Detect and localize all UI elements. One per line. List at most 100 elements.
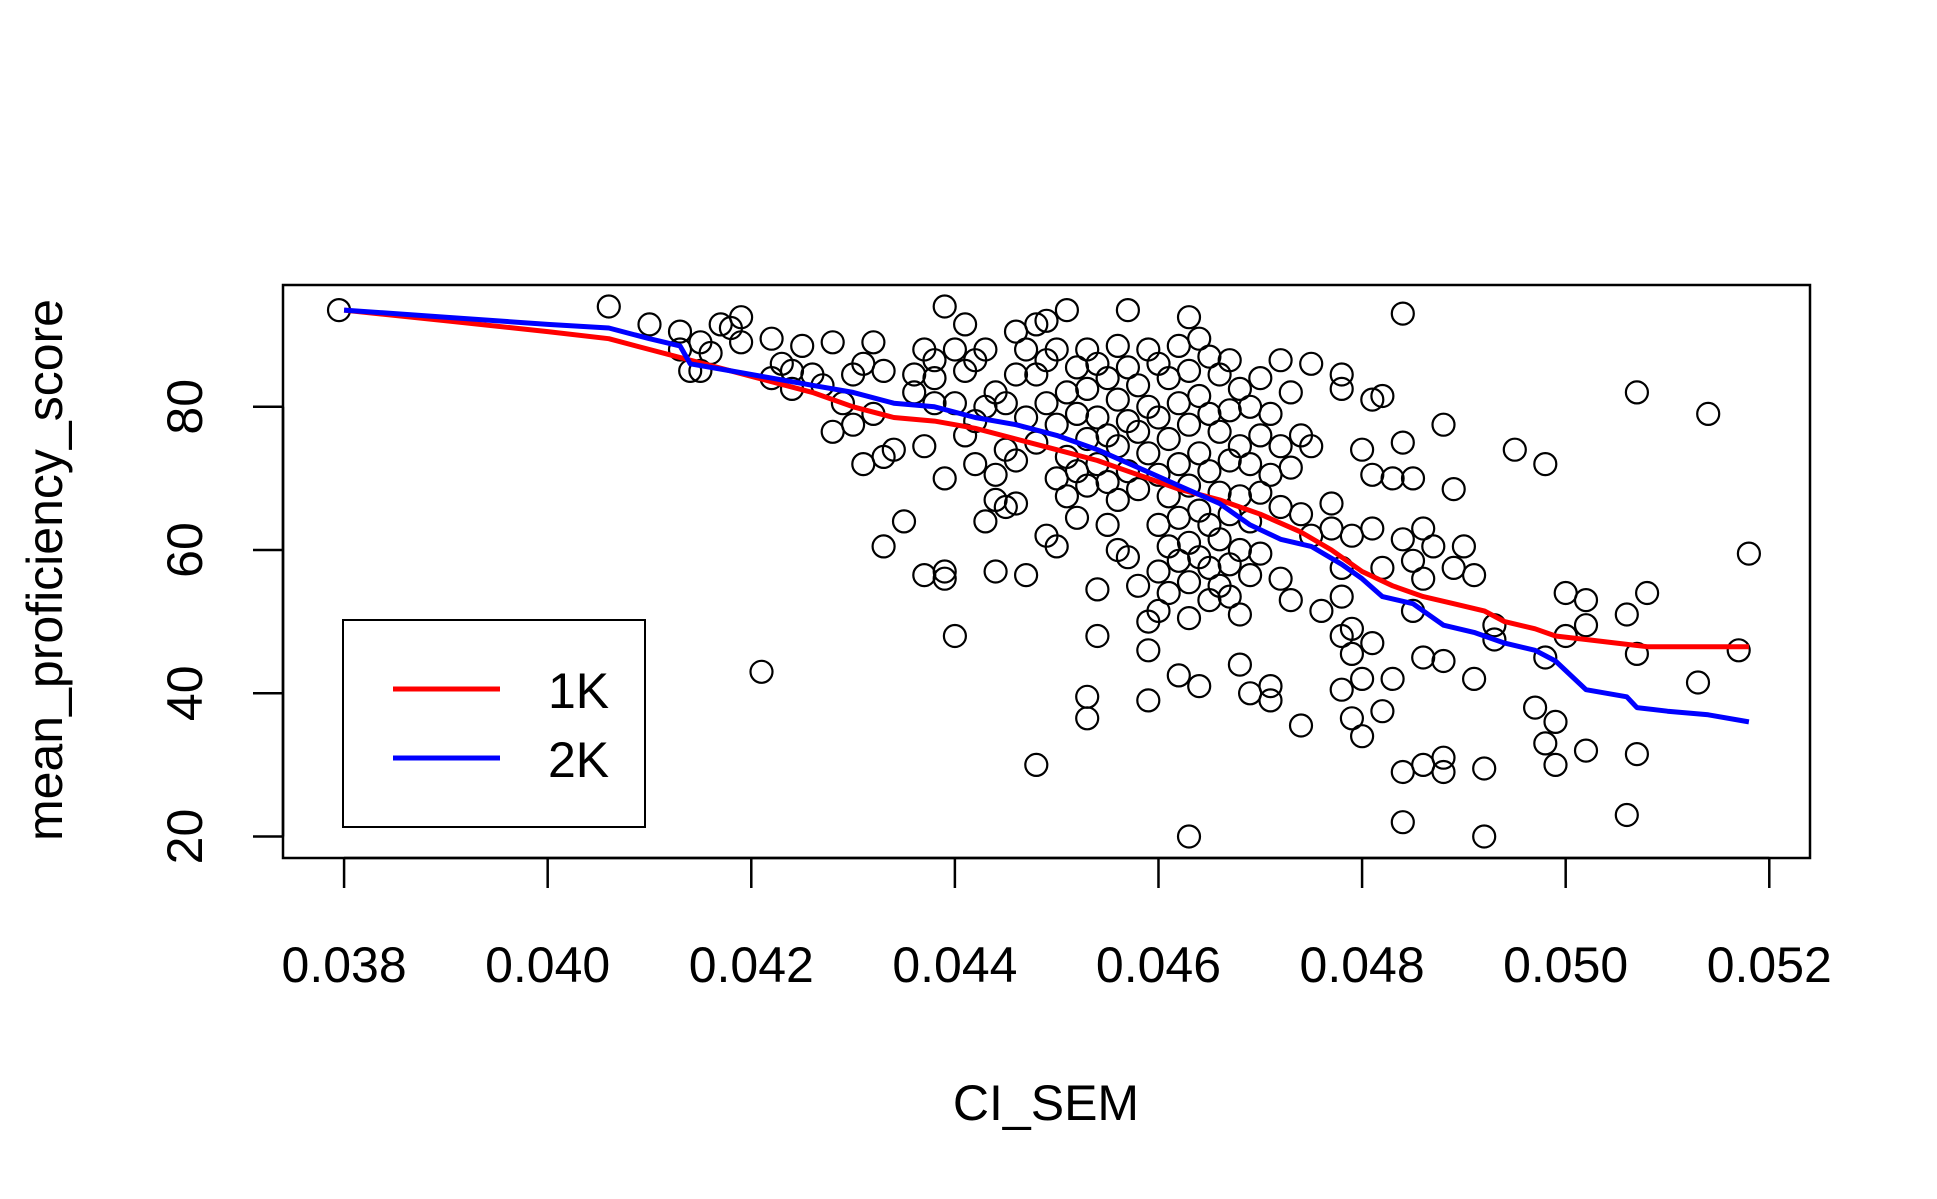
data-point	[1349, 724, 1375, 749]
x-tick-label: 0.052	[1707, 937, 1832, 993]
data-point	[871, 534, 896, 559]
data-point	[1431, 745, 1456, 770]
data-point	[1278, 455, 1303, 480]
data-point	[1115, 459, 1141, 484]
x-tick-label: 0.046	[1096, 937, 1221, 993]
data-point	[1726, 638, 1751, 663]
data-point	[1380, 666, 1405, 692]
data-point	[1268, 348, 1293, 373]
data-point	[1736, 541, 1762, 566]
data-point	[1136, 638, 1161, 663]
data-point	[1543, 709, 1568, 735]
data-point	[1421, 534, 1446, 559]
smoothed-lines	[343, 307, 1750, 725]
data-point	[1207, 527, 1232, 552]
data-point	[840, 412, 866, 437]
data-point	[1339, 706, 1365, 731]
data-point	[932, 566, 957, 591]
data-point	[1248, 541, 1273, 566]
data-point	[1085, 577, 1110, 602]
data-point	[1237, 452, 1263, 477]
data-point	[1237, 562, 1263, 588]
data-point	[932, 466, 957, 491]
data-point	[759, 326, 784, 351]
data-point	[973, 337, 998, 362]
data-point	[1146, 559, 1171, 584]
data-point	[1075, 706, 1100, 731]
data-point	[942, 623, 968, 649]
data-point	[1095, 366, 1120, 391]
data-point	[1248, 366, 1273, 391]
x-axis: 0.038 0.040 0.042 0.044 0.046 0.048 0.050 0.052	[282, 856, 1832, 993]
data-point	[1095, 512, 1120, 538]
data-point	[993, 391, 1018, 416]
x-tick-label: 0.050	[1503, 937, 1628, 993]
data-point	[1624, 741, 1650, 767]
data-point	[922, 391, 947, 416]
data-point	[973, 509, 998, 534]
data-point	[1044, 534, 1069, 559]
data-point	[1258, 688, 1283, 713]
data-point	[1451, 534, 1477, 559]
legend: 1K 2K	[342, 619, 646, 828]
data-point	[1472, 824, 1497, 849]
x-tick-label: 0.048	[1300, 937, 1425, 993]
data-point	[993, 494, 1018, 520]
data-point	[1329, 584, 1354, 609]
data-point	[1105, 487, 1130, 512]
data-point	[1115, 298, 1141, 323]
data-point	[1136, 441, 1161, 466]
data-point	[1370, 383, 1395, 409]
y-tick-label: 40	[157, 665, 213, 721]
data-point	[1227, 602, 1253, 627]
x-tick-label: 0.042	[689, 937, 814, 993]
legend-box	[342, 619, 646, 828]
data-point	[1319, 491, 1344, 516]
data-point	[1187, 673, 1212, 699]
data-point	[1299, 434, 1324, 459]
data-point	[1054, 484, 1080, 509]
data-point	[1329, 362, 1354, 387]
data-point	[1013, 337, 1039, 362]
data-point	[861, 330, 886, 355]
data-point	[1013, 562, 1039, 588]
data-point	[932, 294, 957, 319]
data-point	[1329, 677, 1354, 702]
data-point	[1573, 587, 1599, 613]
x-tick-label: 0.038	[282, 937, 407, 993]
data-point	[1624, 380, 1650, 405]
data-point	[1003, 362, 1029, 387]
data-point	[1258, 401, 1283, 426]
data-point	[1543, 752, 1568, 778]
data-point	[1187, 441, 1212, 466]
data-point	[1187, 326, 1212, 351]
data-point	[1329, 376, 1354, 401]
data-point	[1176, 358, 1202, 383]
data-point	[1288, 713, 1314, 738]
data-point	[1105, 333, 1130, 358]
data-point	[1197, 459, 1222, 484]
data-point	[1461, 666, 1487, 692]
data-point	[1125, 573, 1151, 598]
data-point	[1248, 480, 1273, 505]
data-point	[688, 358, 713, 383]
data-point	[1390, 430, 1415, 455]
x-tick-label: 0.040	[485, 937, 610, 993]
data-point	[1125, 419, 1151, 444]
data-point	[1685, 670, 1711, 695]
data-point	[1044, 337, 1069, 362]
data-point	[1380, 466, 1405, 491]
data-point	[667, 319, 693, 344]
data-point	[912, 434, 937, 459]
data-point	[1299, 351, 1324, 376]
data-point	[1176, 605, 1202, 631]
data-point	[1349, 666, 1375, 692]
data-point	[1431, 759, 1456, 785]
data-point	[1003, 448, 1029, 473]
data-point	[963, 452, 988, 477]
y-tick-label: 20	[157, 809, 213, 865]
data-point	[1573, 738, 1599, 763]
data-point	[1085, 405, 1110, 430]
data-point	[728, 305, 754, 330]
